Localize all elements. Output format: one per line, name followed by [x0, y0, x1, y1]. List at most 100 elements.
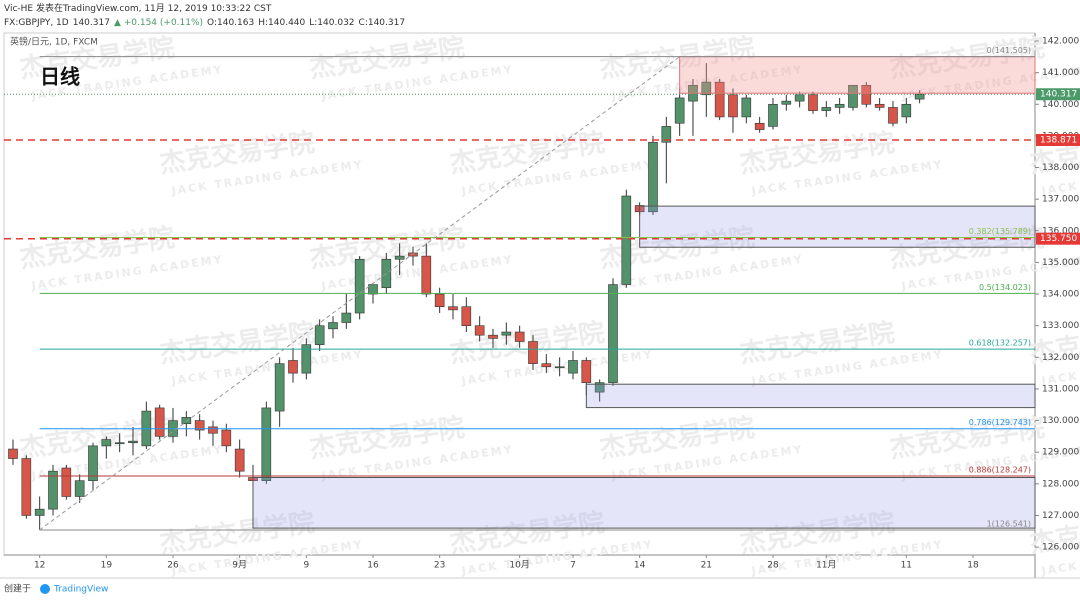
- chart-subtitle: 日线: [40, 65, 80, 89]
- candle-body: [461, 306, 472, 326]
- zone: [585, 383, 1036, 409]
- candle-body: [261, 407, 272, 481]
- x-tick-label: 11月: [816, 560, 836, 571]
- candle-body: [48, 470, 58, 510]
- x-tick-label: 23: [434, 561, 445, 571]
- ohlc-low: L:140.032: [309, 18, 355, 28]
- y-tick-label: 131.000: [1042, 384, 1079, 394]
- last: 140.317: [72, 18, 110, 28]
- zone: [679, 56, 1036, 94]
- candle-body: [621, 195, 632, 285]
- candle-body: [208, 426, 218, 434]
- candle-body: [768, 103, 778, 127]
- candle-body: [528, 341, 538, 364]
- header: Vic-HE 发表在TradingView.com, 11月 12, 2019 …: [4, 2, 409, 30]
- brand-logo: [40, 584, 50, 594]
- candle-body: [381, 258, 392, 289]
- candle-body: [901, 103, 912, 118]
- candle-body: [488, 334, 498, 339]
- candle-body: [21, 458, 32, 516]
- candle-body: [434, 293, 445, 308]
- ohlc-open: O:140.163: [207, 18, 255, 28]
- candle-body: [701, 81, 712, 96]
- level-price-label: 135.750: [1040, 234, 1077, 244]
- y-tick-label: 135.000: [1042, 258, 1079, 268]
- candle-body: [648, 141, 658, 213]
- change: ▲ +0.154 (+0.11%): [113, 18, 204, 28]
- candle-body: [781, 100, 792, 105]
- x-tick-label: 11: [901, 561, 912, 571]
- candle-body: [61, 467, 72, 497]
- x-tick-label: 21: [701, 561, 712, 571]
- candle-body: [421, 255, 432, 295]
- candle-body: [874, 103, 885, 108]
- y-tick-label: 138.000: [1042, 163, 1079, 173]
- fib-label: 0.382(135.789): [969, 227, 1031, 236]
- y-tick-label: 132.000: [1042, 353, 1079, 363]
- fib-label: 0(141.505): [987, 46, 1031, 55]
- candle-body: [848, 84, 858, 108]
- candle-body: [74, 480, 85, 497]
- candle-body: [594, 382, 605, 393]
- x-tick-label: 14: [634, 561, 646, 571]
- zone: [639, 205, 1036, 248]
- fib-label: 0.786(129.743): [969, 418, 1031, 427]
- candle-body: [888, 107, 898, 124]
- fib-label: 0.886(128.247): [969, 466, 1031, 475]
- candle-body: [448, 306, 458, 311]
- footer-brand: TradingView: [53, 585, 108, 595]
- candle-body: [661, 126, 672, 143]
- y-tick-label: 133.000: [1042, 321, 1079, 331]
- candle-body: [834, 103, 845, 108]
- x-tick-label: 26: [167, 561, 179, 571]
- chart-title: 英镑/日元, 1D, FXCM: [10, 36, 98, 48]
- fib-label: 0.618(132.257): [969, 339, 1031, 348]
- candle-body: [821, 107, 832, 111]
- candle-body: [301, 344, 312, 374]
- candle-body: [368, 284, 378, 295]
- y-tick-label: 130.000: [1042, 416, 1079, 426]
- y-tick-label: 136.000: [1042, 226, 1079, 236]
- y-tick-label: 137.000: [1042, 195, 1079, 205]
- candle-body: [514, 331, 525, 342]
- last-price-box: [1036, 88, 1080, 101]
- candle-body: [128, 440, 138, 444]
- y-tick-label: 129.000: [1042, 448, 1079, 458]
- candle-body: [541, 363, 552, 368]
- y-tick-label: 141.000: [1042, 68, 1079, 78]
- candle-body: [808, 94, 818, 111]
- candle-body: [394, 255, 405, 260]
- candle-body: [354, 258, 365, 314]
- x-tick-label: 19: [101, 561, 113, 571]
- candle-body: [754, 122, 765, 130]
- candle-body: [274, 363, 285, 412]
- candle-body: [474, 325, 485, 336]
- candle-body: [501, 331, 512, 336]
- x-tick-label: 10月: [509, 560, 529, 571]
- candle-body: [408, 252, 418, 257]
- y-tick-label: 140.000: [1042, 100, 1079, 110]
- ohlc-close: C:140.317: [358, 18, 406, 28]
- candle-body: [88, 445, 98, 481]
- fib-label: 1(126.541): [987, 519, 1031, 528]
- x-tick-label: 9: [303, 561, 309, 571]
- candle-body: [154, 407, 165, 437]
- candle-body: [861, 84, 872, 105]
- candle-body: [181, 417, 192, 425]
- candle-body: [114, 442, 125, 445]
- candle-body: [234, 448, 245, 472]
- fib-label: 0.5(134.023): [979, 283, 1031, 292]
- candle-body: [581, 360, 592, 383]
- candle-body: [794, 94, 805, 102]
- x-tick-label: 7: [570, 561, 576, 571]
- publish-line: Vic-HE 发表在TradingView.com, 11月 12, 2019 …: [4, 4, 272, 14]
- candle-body: [288, 360, 298, 374]
- candle-body: [741, 97, 752, 118]
- candle-body: [8, 448, 18, 459]
